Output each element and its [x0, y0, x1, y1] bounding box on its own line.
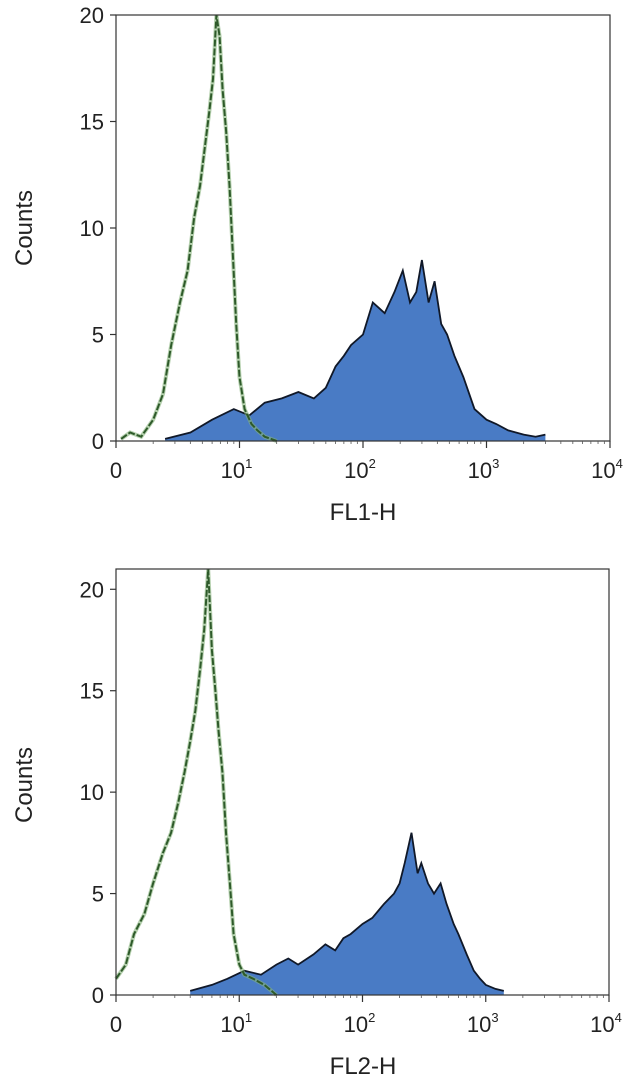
panel-2-sample-histogram-edge [189, 832, 505, 992]
panel-1-y-axis-title: Counts [11, 190, 38, 266]
panel-1-sample-histogram-area [165, 260, 546, 441]
x-tick-label: 0 [110, 458, 122, 483]
histogram-panel-1: 0 5 10 15 20 0 101 102 103 104 FL1-H Counts [11, 3, 623, 526]
panel-2-control-histogram-halo [114, 568, 278, 997]
x-tick-label: 104 [591, 456, 623, 483]
y-tick-label: 10 [80, 780, 104, 805]
y-tick-label: 5 [92, 323, 104, 348]
panel-1-plot-area [119, 14, 546, 443]
panel-2-x-axis-title: FL2-H [330, 1053, 397, 1080]
panel-1-ticks: 0 5 10 15 20 0 101 102 103 104 [80, 3, 623, 483]
panel-2-sample-histogram-area [190, 832, 504, 995]
histogram-panel-2: 0 5 10 15 20 0 101 102 103 104 FL2-H Counts [11, 568, 622, 1080]
y-tick-label: 10 [80, 216, 104, 241]
y-tick-label: 20 [80, 3, 104, 28]
panel-1-control-histogram-line [120, 14, 278, 442]
y-tick-label: 20 [80, 577, 104, 602]
panel-1-sample-histogram-edge [164, 259, 546, 440]
y-tick-label: 15 [80, 679, 104, 704]
panel-2-plot-area [114, 568, 505, 997]
x-tick-label: 103 [467, 1010, 499, 1037]
y-tick-label: 15 [80, 110, 104, 135]
x-tick-label: 102 [344, 456, 376, 483]
x-tick-label: 101 [221, 456, 253, 483]
panel-2-control-histogram-line [115, 568, 278, 996]
panel-1-control-histogram-halo [119, 14, 278, 443]
y-tick-label: 0 [92, 983, 104, 1008]
x-tick-label: 0 [110, 1012, 122, 1037]
y-tick-label: 5 [92, 882, 104, 907]
y-tick-label: 0 [92, 429, 104, 454]
panel-1-x-axis-title: FL1-H [330, 499, 397, 526]
x-tick-label: 103 [468, 456, 500, 483]
x-tick-label: 102 [344, 1010, 376, 1037]
panel-2-y-axis-title: Counts [11, 747, 38, 823]
x-tick-label: 104 [590, 1010, 622, 1037]
x-tick-label: 101 [220, 1010, 252, 1037]
